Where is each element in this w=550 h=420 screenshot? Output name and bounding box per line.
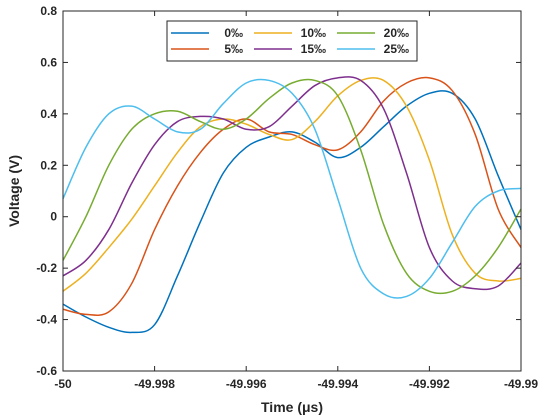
x-tick-label-0: -50 <box>54 377 72 391</box>
x-tick-label-3: -49.994 <box>317 377 358 391</box>
x-tick-label-4: -49.992 <box>409 377 450 391</box>
y-tick-label-2: -0.2 <box>36 261 57 275</box>
legend-label-1: 5‰ <box>224 42 243 56</box>
series-line-5 <box>62 78 522 299</box>
legend-label-5: 25‰ <box>384 42 409 56</box>
series-line-1 <box>62 76 522 316</box>
y-tick-label-3: 0 <box>50 210 57 224</box>
legend: 0‰ 5‰ 10‰ 15‰ 20‰ 25‰ <box>166 20 418 62</box>
x-tick-label-1: -49.998 <box>134 377 175 391</box>
series-line-3 <box>62 76 522 291</box>
plot-background <box>63 11 521 371</box>
legend-label-3: 15‰ <box>301 42 326 56</box>
y-tick-label-4: 0.2 <box>40 158 57 172</box>
x-tick-label-2: -49.996 <box>226 377 267 391</box>
y-tick-label-7: 0.8 <box>40 4 57 18</box>
y-tick-label-6: 0.6 <box>40 55 57 69</box>
legend-label-0: 0‰ <box>224 26 243 40</box>
x-axis-label: Time (μs) <box>261 399 323 415</box>
series-line-4 <box>62 78 522 295</box>
legend-label-2: 10‰ <box>301 26 326 40</box>
axes: -50 -49.998 -49.996 -49.994 -49.992 -49.99 -0.… <box>36 4 538 391</box>
legend-box <box>166 20 418 62</box>
legend-label-4: 20‰ <box>384 26 409 40</box>
series-line-2 <box>62 77 522 292</box>
y-tick-label-5: 0.4 <box>40 107 57 121</box>
y-tick-label-1: -0.4 <box>36 313 57 327</box>
plot-area <box>63 11 521 371</box>
series-line-0 <box>62 90 522 334</box>
x-tick-label-5: -49.99 <box>504 377 538 391</box>
series-layer <box>62 76 522 334</box>
axes-box <box>62 10 522 372</box>
y-axis-label: Voltage (V) <box>6 155 22 227</box>
y-tick-label-0: -0.6 <box>36 364 57 378</box>
